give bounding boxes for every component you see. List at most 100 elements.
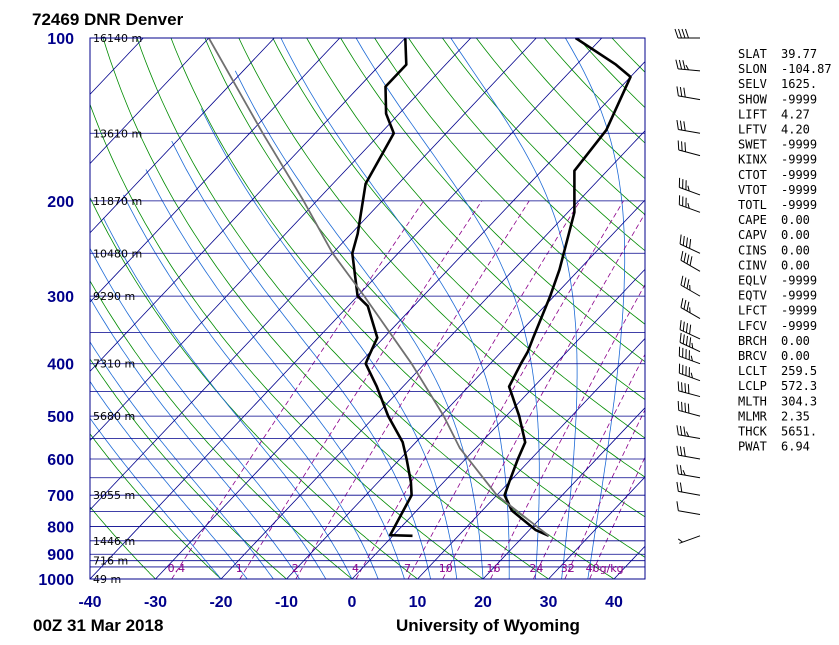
temperature-tick-label: -30 xyxy=(144,594,167,611)
wind-barb-feather xyxy=(680,250,684,261)
isotherm-line xyxy=(90,38,341,303)
wind-barb-feather xyxy=(687,384,690,394)
wind-barb-feather xyxy=(684,383,687,393)
mixing-ratio-label: 0.4 xyxy=(168,562,186,575)
index-key: CAPV xyxy=(738,228,767,242)
wind-barb-feather xyxy=(690,355,693,362)
wind-barb-staff xyxy=(679,204,701,213)
index-key: KINX xyxy=(738,153,768,167)
temperature-tick-label: 30 xyxy=(540,594,558,611)
mixing-ratio-label: 1 xyxy=(236,562,243,575)
wind-barb-feather xyxy=(689,324,692,335)
wind-barb-feather xyxy=(683,252,687,263)
wind-barbs xyxy=(674,28,701,544)
wind-barb-feather xyxy=(677,400,680,411)
wind-barb-feather xyxy=(687,403,690,414)
wind-barb xyxy=(678,346,701,365)
wind-barb-feather xyxy=(684,402,687,413)
index-value: -9999 xyxy=(781,153,817,167)
sounding-traces xyxy=(208,38,632,538)
wind-barb-staff xyxy=(678,434,701,440)
wind-barb xyxy=(677,140,701,157)
moist-adiabat-line xyxy=(171,140,431,579)
index-key: LCLT xyxy=(738,364,767,378)
wind-barb-staff xyxy=(678,149,701,157)
index-value: 0.00 xyxy=(781,213,810,227)
pressure-axis-labels: 100 200 300 400 500 600 700 800 900 1000 xyxy=(38,31,74,589)
pressure-tick-label: 200 xyxy=(47,194,74,211)
wind-barb-feather xyxy=(681,28,686,39)
wind-barb-feather xyxy=(689,256,693,266)
wind-barb-feather xyxy=(679,465,683,475)
parcel-trace xyxy=(208,38,550,537)
temperature-tick-label: 10 xyxy=(409,594,427,611)
wind-barb-feather xyxy=(676,86,679,96)
wind-barb-staff xyxy=(680,259,701,272)
wind-barb-feather xyxy=(681,141,683,151)
mixing-ratio-label: 16 xyxy=(486,562,500,575)
isotherm-line xyxy=(155,60,645,579)
wind-barb-staff xyxy=(678,454,701,460)
pressure-tick-label: 600 xyxy=(47,452,74,469)
wind-barb-feather xyxy=(679,446,683,456)
pressure-tick-label: 100 xyxy=(47,31,74,48)
isotherm-line xyxy=(417,337,645,579)
isotherm-line xyxy=(0,38,12,579)
wind-barb xyxy=(675,59,701,72)
wind-barb-feather xyxy=(676,119,679,130)
wind-barb-feather xyxy=(684,142,687,152)
index-key: LCLP xyxy=(738,379,767,393)
mixing-ratio-label: 32 xyxy=(561,562,575,575)
moist-adiabat-line xyxy=(200,108,458,579)
wind-barb xyxy=(676,501,701,516)
index-key: SLAT xyxy=(738,47,767,61)
wind-barb-feather xyxy=(676,481,679,492)
wind-barb-feather xyxy=(676,501,679,511)
temperature-tick-label: 0 xyxy=(348,594,357,611)
wind-barb-feather xyxy=(683,87,686,98)
pressure-tick-label: 500 xyxy=(47,409,74,426)
isotherm-line xyxy=(90,38,603,579)
index-value: -9999 xyxy=(781,138,817,152)
index-key: PWAT xyxy=(738,440,767,454)
index-key: CINV xyxy=(738,258,767,272)
index-value: 0.00 xyxy=(781,334,810,348)
wind-barb xyxy=(676,464,701,479)
index-value: -9999 xyxy=(781,92,817,106)
footer-date: 00Z 31 Mar 2018 xyxy=(33,616,163,635)
wind-barb-feather xyxy=(690,372,693,379)
wind-barb xyxy=(678,363,701,382)
wind-barb-feather xyxy=(677,381,680,391)
wind-barb-feather xyxy=(686,301,690,312)
index-value: 1625. xyxy=(781,77,817,91)
moist-adiabat-line xyxy=(103,217,353,579)
index-value: -9999 xyxy=(781,289,817,303)
wind-barb-feather xyxy=(678,28,682,39)
wind-barb-feather xyxy=(681,401,683,412)
index-value: 2.35 xyxy=(781,409,810,423)
pressure-tick-label: 1000 xyxy=(38,572,74,589)
index-key: CINS xyxy=(738,243,767,257)
wind-barb xyxy=(676,425,701,440)
isotherm-line xyxy=(90,38,275,234)
wind-barb xyxy=(680,275,701,297)
wind-barb-staff xyxy=(680,307,701,319)
moist-adiabat-line xyxy=(234,70,484,579)
isotherm-line xyxy=(548,476,645,579)
wind-barb-feather xyxy=(683,446,686,457)
pressure-tick-label: 700 xyxy=(47,488,74,505)
mixing-ratio-label: 24 xyxy=(529,562,543,575)
wind-barb-feather xyxy=(679,234,682,245)
index-value: 0.00 xyxy=(781,349,810,363)
isobars xyxy=(90,37,645,580)
index-key: LIFT xyxy=(738,107,767,121)
isotherm-line xyxy=(286,199,645,579)
height-label: 7310 m xyxy=(93,358,135,371)
index-key: SELV xyxy=(738,77,767,91)
isotherm-line xyxy=(90,38,210,165)
index-value: 39.77 xyxy=(781,47,817,61)
wind-barb-feather xyxy=(676,445,679,456)
index-key: SHOW xyxy=(738,92,768,106)
index-value: 259.5 xyxy=(781,364,817,378)
wind-barb-feather xyxy=(677,140,680,150)
